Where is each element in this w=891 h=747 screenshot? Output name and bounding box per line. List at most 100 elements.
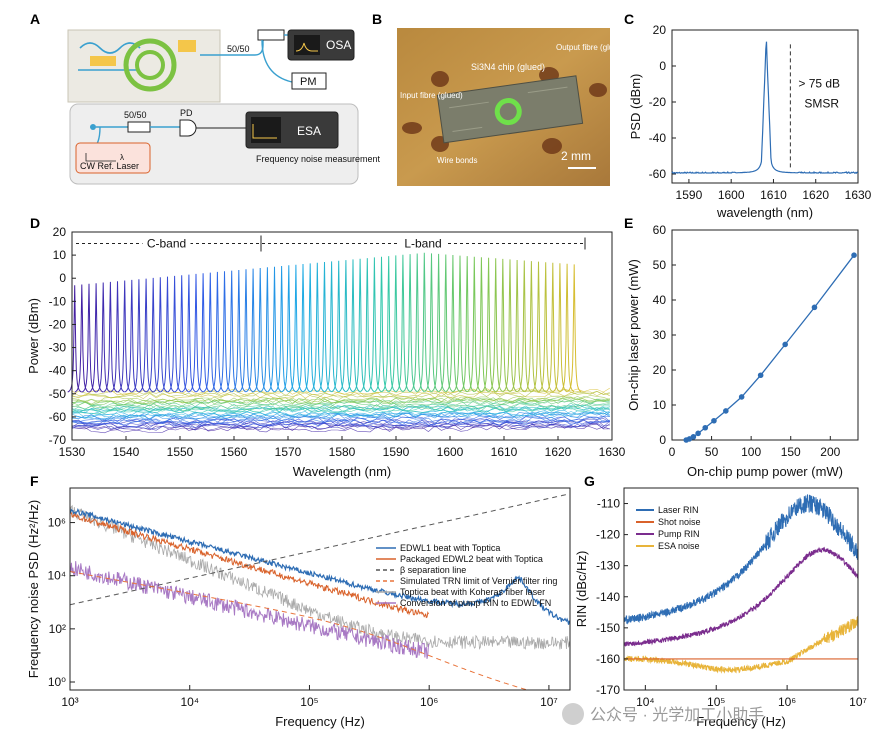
panel-f-legend-label: Simulated TRN limit of Vernier filter ri… <box>400 576 557 586</box>
panel-d-band-label: C-band <box>147 237 186 251</box>
panel-d-laser-line <box>252 267 268 393</box>
panel-d-laser-line <box>495 258 511 393</box>
panel-g-esa-noise-line <box>623 615 859 674</box>
panel-c-ytick-label: -60 <box>649 167 667 181</box>
panel-f-legend-label: EDWL1 beat with Toptica <box>400 543 500 553</box>
panel-f-xtick-label: 10⁶ <box>420 695 438 709</box>
panel-e-point <box>738 394 745 400</box>
panel-c-xtick-label: 1590 <box>676 188 703 202</box>
panel-f-legend-label: Conversion of pump RIN to EDWL FN <box>400 598 551 608</box>
panel-e-ytick-label: 30 <box>653 328 667 342</box>
panel-d-ytick-label: -20 <box>49 317 67 331</box>
panel-d-laser-line <box>438 254 454 393</box>
panel-e-point <box>711 417 717 424</box>
splitter-bottom <box>127 121 151 133</box>
panel-d-band-label-bg <box>142 235 191 250</box>
panel-d-laser-line <box>195 273 211 393</box>
panel-d-ytick-label: -50 <box>49 387 67 401</box>
panel-g-ytick-label: -120 <box>596 528 620 542</box>
panel-d-noise-floor <box>71 425 610 434</box>
panel-d-laser-line <box>267 266 282 393</box>
esa-label: ESA <box>297 124 321 138</box>
panel-c-xlabel: wavelength (nm) <box>716 205 813 220</box>
panel-f-ytick-label: 10⁶ <box>48 516 66 530</box>
panel-d-laser-line <box>260 267 275 393</box>
panel-d-laser-line <box>309 262 325 393</box>
panel-f-ylabel: Frequency noise PSD (Hz²/Hz) <box>26 500 41 678</box>
input-fibre-label: Input fibre (glued) <box>400 91 463 100</box>
lambda-symbol: λ <box>120 153 124 162</box>
panel-e-xtick-label: 50 <box>705 445 719 459</box>
panel-f-xtick-label: 10³ <box>61 695 78 709</box>
panel-d-letter: D <box>30 215 40 231</box>
panel-f: F 10³ 10⁴ 10⁵ 10⁶ 10⁷ 10⁰ 10² 10⁴ 10⁶ EDWL1 beat w… <box>26 473 571 729</box>
panel-e-point <box>782 341 788 348</box>
panel-d-noise-floor <box>71 412 610 421</box>
panel-g-ytick-label: -170 <box>596 683 620 697</box>
panel-c-xtick-label: 1600 <box>718 188 745 202</box>
panel-f-edwl1-line <box>69 507 571 625</box>
panel-d-ytick-label: -70 <box>49 433 67 447</box>
panel-g-frame <box>623 487 859 691</box>
panel-d-laser-line <box>402 254 418 393</box>
panel-d-laser-line <box>124 279 140 393</box>
scale-label: 2 mm <box>561 149 591 163</box>
panel-g-legend-label: Laser RIN <box>658 505 699 515</box>
panel-d-laser-line <box>367 257 382 393</box>
panel-d-laser-line <box>345 259 361 393</box>
panel-d-laser-line <box>388 255 404 393</box>
panel-e-point <box>690 434 697 440</box>
panel-c: C 20 0 -20 -40 -60 1590 1600 1610 1620 1630 > 75 dB… <box>624 11 872 220</box>
panel-d-xtick-label: 1610 <box>491 445 518 459</box>
panel-d-laser-line <box>488 258 503 393</box>
panel-d-noise-floor <box>71 410 610 418</box>
panel-d-noise-floor <box>71 399 610 408</box>
panel-d-ytick-label: 10 <box>53 248 67 262</box>
panel-d-noise-floor <box>71 419 610 427</box>
panel-d-laser-line <box>110 281 125 393</box>
panel-g-ytick-label: -140 <box>596 590 620 604</box>
panel-f-xtick-label: 10⁴ <box>180 695 199 709</box>
panel-f-ytick-label: 10² <box>49 622 66 636</box>
panel-b: B Si3N4 chip (glued) Output fibre (glued… <box>372 11 625 186</box>
panel-b-letter: B <box>372 11 382 27</box>
panel-g-ytick-label: -150 <box>596 621 620 635</box>
panel-d-laser-line <box>352 258 368 393</box>
panel-e-ytick-label: 40 <box>653 293 667 307</box>
ref-laser-box <box>75 142 151 174</box>
panel-f-legend-label: β separation line <box>400 565 466 575</box>
panel-e-point <box>851 252 857 258</box>
spiral-resonator <box>123 38 177 92</box>
panel-d-xtick-label: 1580 <box>329 445 356 459</box>
panel-f-xtick-label: 10⁷ <box>540 695 558 709</box>
panel-d-laser-line <box>302 263 318 393</box>
panel-d-laser-line <box>545 262 561 393</box>
panel-f-legend-label: Toptica beat with Koheras fiber laser <box>400 587 545 597</box>
panel-d-band-label: L-band <box>404 237 441 251</box>
panel-d-ylabel: Power (dBm) <box>26 298 41 374</box>
panel-c-smsr-label-2: SMSR <box>804 96 839 110</box>
panel-a: A 50/50 OSA PM 50/50 PD λ CW Ref. Laser <box>30 11 381 185</box>
panel-d-laser-line <box>552 263 568 393</box>
panel-e-point <box>695 430 701 437</box>
panel-f-frame <box>69 487 571 691</box>
splitter-top-label: 50/50 <box>227 44 250 54</box>
panel-d-laser-line <box>288 264 304 393</box>
panel-d-laser-line <box>531 261 546 393</box>
panel-d-laser-line <box>317 261 332 393</box>
panel-e-letter: E <box>624 215 633 231</box>
panel-d-xtick-label: 1570 <box>275 445 302 459</box>
panel-d-ytick-label: -60 <box>49 410 67 424</box>
panel-d-laser-line <box>81 283 97 393</box>
panel-d-laser-line <box>452 255 468 393</box>
panel-d-laser-line <box>67 285 82 393</box>
panel-c-ytick-label: 20 <box>653 23 667 37</box>
panel-d-laser-line <box>381 256 397 393</box>
panel-f-ytick-label: 10⁰ <box>48 675 66 689</box>
panel-d-laser-line <box>466 256 482 393</box>
panel-d-xtick-label: 1620 <box>545 445 572 459</box>
panel-d-xtick-label: 1560 <box>221 445 248 459</box>
panel-e-point <box>757 372 764 379</box>
panel-d-laser-line <box>181 274 197 393</box>
